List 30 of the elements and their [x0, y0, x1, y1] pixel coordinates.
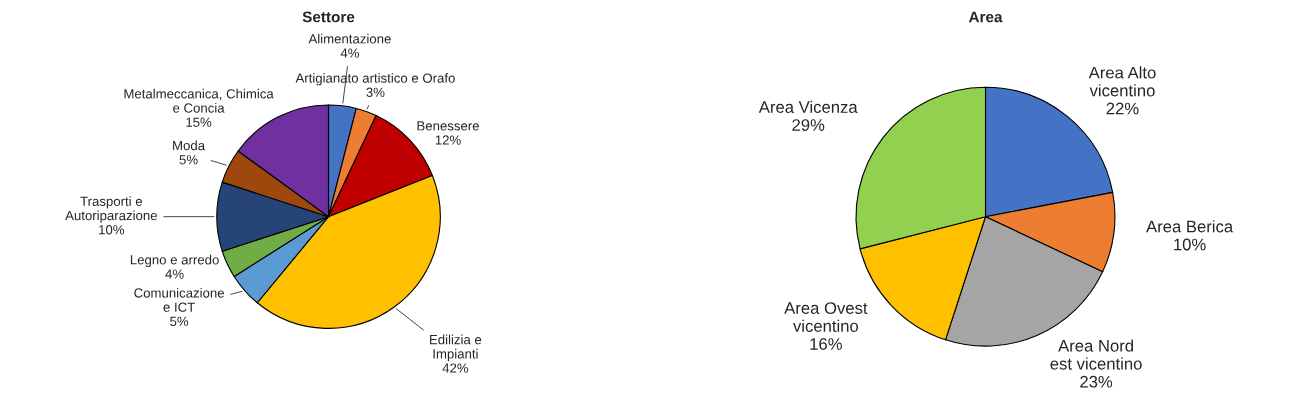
- slice-label: Benessere: [417, 121, 479, 131]
- data-label: 42%: [442, 363, 469, 373]
- data-label: 3%: [366, 87, 385, 97]
- slice-label: Edilizia e Impianti: [430, 334, 482, 362]
- slice-label: Moda: [173, 140, 206, 151]
- slice-label: Trasporti e Autoriparazione: [65, 196, 157, 223]
- data-label: 12%: [435, 135, 461, 145]
- data-label: 10%: [99, 225, 125, 235]
- slice-label: Area Berica: [1146, 220, 1234, 233]
- slice-label: Legno e arredo: [130, 254, 219, 268]
- slice-label: Alimentazione: [308, 33, 391, 44]
- data-label: 4%: [165, 269, 184, 279]
- slice-label: Artigianato artistico e Orafo: [295, 73, 455, 86]
- data-label: 16%: [810, 338, 842, 350]
- data-label: 4%: [340, 48, 359, 58]
- data-label: 5%: [170, 316, 189, 327]
- chart-title: Settore: [302, 11, 355, 23]
- data-label: 15%: [186, 117, 212, 127]
- chart-title: Area: [968, 11, 1003, 23]
- data-label: 22%: [1106, 102, 1139, 115]
- data-label: 5%: [179, 155, 198, 165]
- data-label: 10%: [1174, 238, 1206, 251]
- slice-label: Area Alto vicentino: [1088, 66, 1156, 97]
- slice-label: Comunicazione e ICT: [134, 287, 224, 312]
- data-label: 29%: [792, 119, 825, 131]
- slice-label: Area Vicenza: [758, 100, 858, 113]
- slice-label: Metalmeccanica, Chimica e Concia: [124, 88, 274, 113]
- slice-label: Area Ovest vicentino: [784, 302, 868, 332]
- data-label: 23%: [1080, 375, 1113, 388]
- slice-label: Area Nord est vicentino: [1050, 339, 1142, 370]
